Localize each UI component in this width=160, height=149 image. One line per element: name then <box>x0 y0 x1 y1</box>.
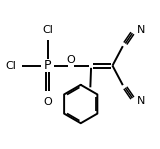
Text: N: N <box>137 25 145 35</box>
Text: Cl: Cl <box>5 61 16 71</box>
Text: O: O <box>43 97 52 107</box>
Text: N: N <box>137 96 145 106</box>
Text: O: O <box>67 55 76 65</box>
Text: Cl: Cl <box>42 25 53 35</box>
Text: P: P <box>44 59 51 72</box>
